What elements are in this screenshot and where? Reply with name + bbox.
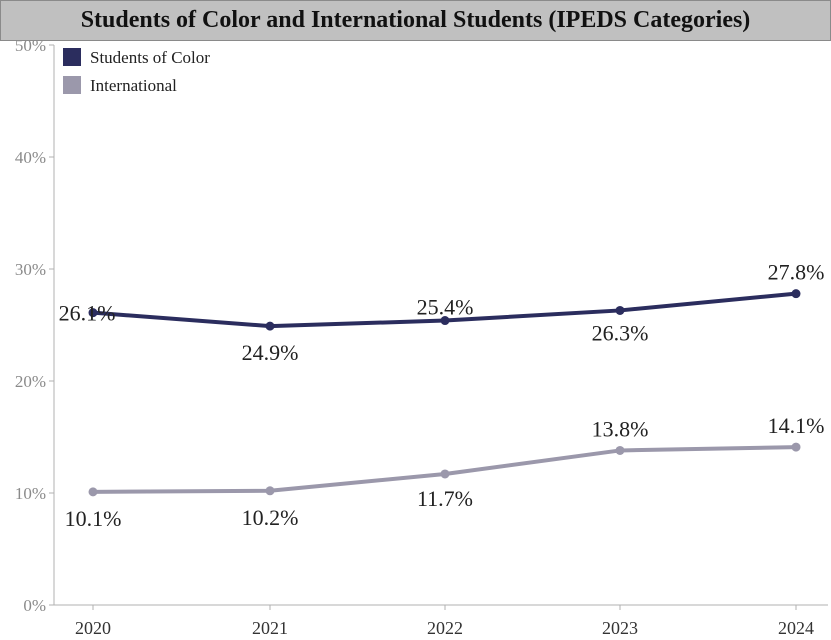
data-label: 26.3% (592, 320, 649, 345)
data-point (791, 289, 801, 299)
y-tick-label: 50% (15, 36, 46, 55)
data-point (615, 305, 625, 315)
data-label: 14.1% (768, 413, 825, 438)
data-label: 10.1% (65, 506, 122, 531)
y-tick-label: 0% (23, 596, 46, 615)
x-tick-label: 2021 (252, 618, 288, 638)
legend-label: Students of Color (90, 48, 210, 67)
data-label: 10.2% (242, 505, 299, 530)
data-label: 24.9% (242, 340, 299, 365)
x-tick-label: 2024 (778, 618, 814, 638)
data-label: 11.7% (417, 486, 473, 511)
y-tick-label: 40% (15, 148, 46, 167)
data-label: 27.8% (768, 260, 825, 285)
y-tick-label: 10% (15, 484, 46, 503)
data-point (265, 321, 275, 331)
chart-title-bar: Students of Color and International Stud… (0, 0, 831, 41)
x-tick-label: 2022 (427, 618, 463, 638)
legend-swatch (63, 48, 81, 66)
legend-swatch (63, 76, 81, 94)
legend-label: International (90, 76, 177, 95)
data-point (791, 442, 801, 452)
x-tick-label: 2023 (602, 618, 638, 638)
x-tick-label: 2020 (75, 618, 111, 638)
data-point (440, 469, 450, 479)
data-label: 13.8% (592, 416, 649, 441)
y-tick-label: 20% (15, 372, 46, 391)
data-label: 25.4% (417, 295, 474, 320)
data-point (88, 308, 98, 318)
data-point (615, 445, 625, 455)
chart-title: Students of Color and International Stud… (80, 7, 751, 33)
data-label: 26.1% (59, 301, 116, 326)
y-tick-label: 30% (15, 260, 46, 279)
data-point (440, 316, 450, 326)
data-point (265, 486, 275, 496)
data-point (88, 487, 98, 497)
